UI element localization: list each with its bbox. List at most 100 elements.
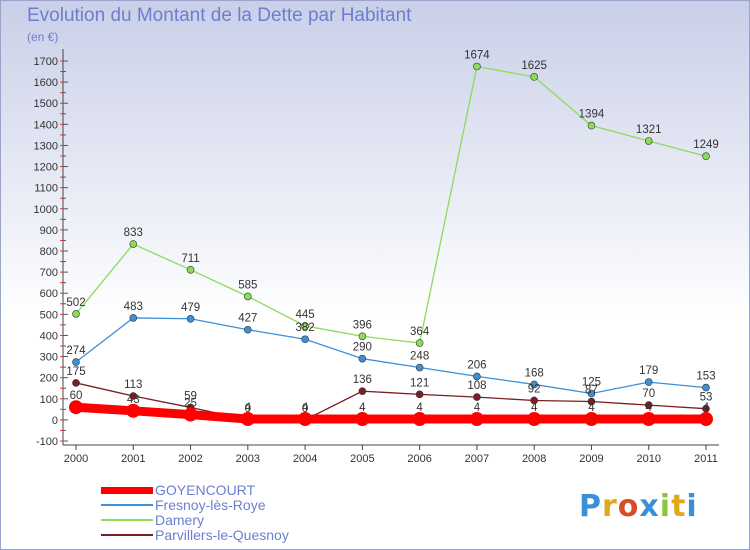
series-line [75,317,707,395]
x-tick-label: 2003 [236,453,260,465]
data-label: 382 [295,322,314,334]
y-tick-label: 0 [52,415,58,427]
data-point [244,325,252,334]
data-label: 108 [467,380,486,392]
data-point [412,412,427,427]
data-point [240,412,255,427]
y-tick-label: 1000 [34,204,58,216]
data-label: 179 [639,365,658,377]
series-line [75,382,707,421]
y-tick-label: 700 [40,267,58,279]
chart-title: Evolution du Montant de la Dette par Hab… [27,5,412,26]
data-label: 4 [588,402,595,414]
x-tick-label: 2007 [465,453,489,465]
data-label: 168 [525,367,544,379]
legend-swatch [101,487,153,494]
data-point [584,412,599,427]
data-label: 87 [585,385,598,397]
proxiti-logo: Proxiti [579,489,698,524]
data-point [129,392,138,400]
data-label: 274 [66,345,86,357]
data-label: 4 [474,402,481,414]
data-label: 0 [245,403,251,415]
data-label: 445 [295,309,314,321]
data-point [702,152,710,161]
chart-axes: -100010020030040050060070080090010001100… [34,49,719,465]
data-point [641,412,656,427]
series-line-goyencourt [71,402,711,424]
data-label: 92 [528,383,541,395]
data-label: 4 [302,402,309,414]
y-tick-label: -100 [36,436,58,448]
data-label: 248 [410,351,429,363]
data-label: 1249 [693,139,719,151]
data-point [530,396,538,405]
data-point [530,73,538,81]
data-label: 364 [410,326,430,338]
data-label: 4 [245,402,252,414]
data-label: 711 [181,253,199,265]
x-tick-label: 2010 [636,453,660,465]
legend-label: Parvillers-le-Quesnoy [155,527,289,543]
y-tick-label: 1700 [34,56,58,68]
data-point [473,62,481,71]
data-point [644,378,653,386]
data-point [415,339,424,347]
x-tick-label: 2006 [407,453,431,465]
data-label: 1625 [521,60,547,72]
data-point [699,412,713,427]
legend-label: Damery [155,512,205,528]
data-label: 585 [238,279,257,291]
x-tick-label: 2002 [178,453,202,465]
data-point [301,335,309,344]
x-tick-label: 2009 [579,453,603,465]
data-point [587,397,596,406]
y-tick-label: 400 [40,330,58,342]
data-point [355,412,370,427]
data-point [183,407,198,422]
legend-label: GOYENCOURT [155,482,256,498]
y-tick-label: 1200 [34,162,58,174]
y-tick-label: 1300 [34,140,58,152]
data-label: 396 [353,319,372,331]
data-label: 4 [703,402,710,414]
data-label: 1394 [579,109,605,121]
data-point [126,403,141,418]
chart-series [69,62,713,427]
data-label: 1321 [636,124,662,136]
data-point [587,389,596,398]
y-tick-label: 1400 [34,119,58,131]
data-point [473,393,481,401]
y-tick-label: 1600 [34,77,58,89]
data-point [72,379,80,387]
data-point [186,265,195,274]
data-label: 121 [410,377,429,389]
data-label: 206 [467,359,486,371]
data-label: 43 [127,394,140,406]
data-label: 4 [646,402,653,414]
data-label: 4 [359,402,366,414]
data-label: 25 [184,398,197,410]
data-label: 4 [416,402,423,414]
data-point [644,137,653,145]
data-point [72,358,80,366]
series-line [75,65,707,344]
y-tick-label: 600 [40,288,58,300]
legend-swatch [101,504,153,506]
x-tick-label: 2011 [694,453,718,465]
data-point [186,314,195,323]
data-label: 290 [353,342,372,354]
legend-label: Fresnoy-lès-Roye [155,497,266,513]
data-point [530,380,538,389]
data-label: 125 [582,377,601,389]
x-tick-label: 2008 [522,453,546,465]
data-label: 483 [124,301,143,313]
data-label: 479 [181,302,200,314]
data-point [69,400,83,415]
data-point [72,310,80,318]
data-point [473,372,481,381]
x-tick-label: 2004 [293,453,317,465]
data-point [358,354,367,363]
